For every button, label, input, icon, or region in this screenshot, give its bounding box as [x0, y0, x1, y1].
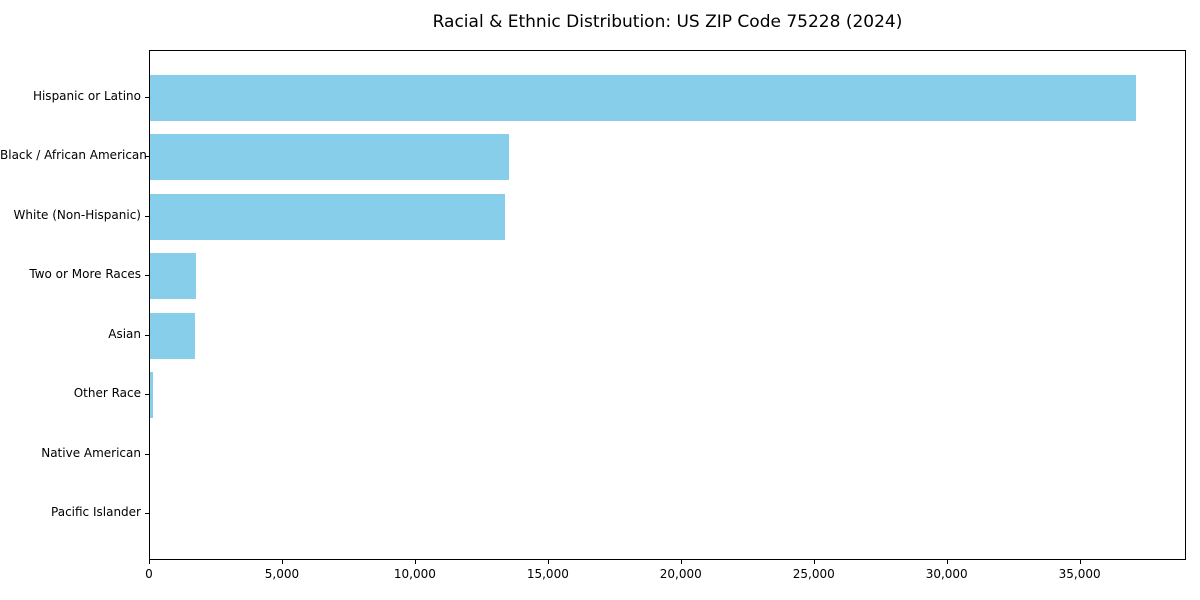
- chart-title: Racial & Ethnic Distribution: US ZIP Cod…: [432, 12, 903, 32]
- y-tick-mark: [145, 334, 149, 336]
- bar-row: [150, 432, 1185, 478]
- y-tick-label: Other Race: [73, 386, 141, 401]
- plot-area: [149, 50, 1186, 560]
- bar-asian: [150, 312, 196, 359]
- x-tick-mark: [813, 560, 815, 564]
- x-tick-label: 10,000: [393, 567, 436, 581]
- x-tick-mark: [414, 560, 416, 564]
- bar-black-african-american: [150, 134, 510, 181]
- bar-row: [150, 253, 1185, 300]
- y-tick-label: White (Non-Hispanic): [13, 207, 141, 222]
- x-tick-label: 0: [145, 567, 153, 581]
- bar-other-race: [150, 372, 154, 419]
- y-tick-label: Two or More Races: [29, 267, 141, 282]
- x-tick-label: 20,000: [659, 567, 702, 581]
- bar-white-non-hispanic: [150, 193, 505, 240]
- bar-row: [150, 491, 1185, 537]
- y-tick-label: Native American: [41, 445, 141, 460]
- bar-row: [150, 134, 1185, 181]
- bar-hispanic-or-latino: [150, 74, 1137, 121]
- y-tick-label: Hispanic or Latino: [32, 88, 141, 103]
- y-tick-label: Black / African American: [0, 148, 147, 163]
- x-tick-label: 35,000: [1058, 567, 1101, 581]
- x-tick-mark: [1079, 560, 1081, 564]
- y-tick-mark: [145, 394, 149, 396]
- y-tick-label: Pacific Islander: [51, 505, 141, 520]
- y-tick-mark: [145, 96, 149, 98]
- x-tick-mark: [946, 560, 948, 564]
- x-tick-mark: [149, 560, 150, 564]
- y-tick-mark: [145, 275, 149, 277]
- bar-row: [150, 372, 1185, 419]
- x-tick-label: 30,000: [925, 567, 968, 581]
- bar-row: [150, 74, 1185, 121]
- x-tick-mark: [281, 560, 283, 564]
- y-tick-mark: [145, 215, 149, 217]
- bar-two-or-more-races: [150, 253, 197, 300]
- x-tick-label: 5,000: [264, 567, 300, 581]
- y-tick-mark: [145, 513, 149, 515]
- bar-row: [150, 193, 1185, 240]
- x-tick-mark: [547, 560, 549, 564]
- x-tick-mark: [680, 560, 682, 564]
- y-tick-label: Asian: [108, 326, 141, 341]
- y-tick-mark: [145, 453, 149, 455]
- y-tick-mark: [145, 156, 149, 158]
- x-tick-label: 25,000: [792, 567, 835, 581]
- x-tick-label: 15,000: [526, 567, 569, 581]
- bar-row: [150, 312, 1185, 359]
